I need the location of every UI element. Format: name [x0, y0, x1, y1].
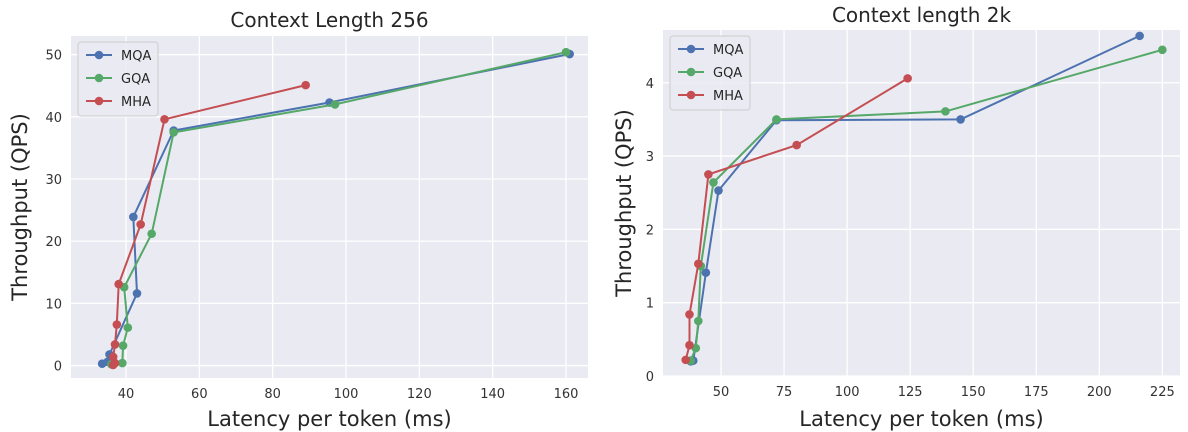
data-point	[108, 352, 118, 362]
data-point	[685, 310, 694, 319]
data-point	[132, 289, 142, 298]
data-point	[903, 74, 912, 83]
data-point	[772, 115, 781, 124]
data-point	[694, 316, 703, 326]
legend-label: MHA	[121, 95, 151, 110]
data-point	[123, 323, 133, 332]
y-tick-label: 4	[646, 77, 654, 92]
chart-2: 50 75 100 125 150 175 200 225 0 1 2 3 4 Context lengt…	[612, 3, 1180, 431]
data-point	[129, 212, 138, 222]
x-axis-label: Latency per token (ms)	[799, 407, 1043, 431]
legend-swatch-marker	[94, 96, 104, 106]
data-point	[956, 115, 965, 124]
data-point	[160, 115, 169, 124]
legend-item-mha: MHA	[86, 95, 151, 110]
y-tick-label: 50	[45, 49, 62, 64]
series-mha	[108, 80, 310, 370]
x-tick-label: 150	[961, 385, 986, 400]
y-tick-label: 3	[646, 150, 654, 165]
x-tick-label: 75	[776, 385, 793, 400]
legend-swatch-marker	[94, 50, 104, 60]
x-tick-label: 175	[1024, 385, 1049, 400]
legend-label: MHA	[713, 89, 743, 104]
data-point	[169, 128, 178, 137]
data-point	[714, 186, 723, 195]
x-axis-label: Latency per token (ms)	[207, 407, 451, 431]
y-tick-label: 20	[45, 235, 62, 250]
data-point	[704, 170, 713, 179]
x-tick-label: 200	[1087, 385, 1112, 400]
data-point	[681, 355, 690, 365]
y-tick-label: 10	[45, 297, 62, 312]
x-tick-label: 125	[898, 385, 923, 400]
data-point	[110, 340, 120, 349]
legend-item-mqa: MQA	[678, 43, 743, 58]
data-point	[330, 100, 340, 109]
data-point	[118, 358, 127, 368]
chart-title: Context Length 256	[230, 8, 428, 32]
data-point	[561, 47, 571, 57]
x-tick-label: 60	[191, 387, 208, 402]
x-tick-label: 160	[554, 387, 579, 402]
y-axis-label: Throughput (QPS)	[8, 113, 32, 302]
x-tick-label: 100	[334, 387, 359, 402]
data-point	[301, 80, 310, 90]
data-point	[147, 229, 156, 239]
legend-item-mqa: MQA	[86, 49, 151, 64]
legend-item-gqa: GQA	[86, 72, 150, 87]
data-point	[709, 178, 718, 187]
series-mha	[681, 74, 912, 365]
y-axis-label: Throughput (QPS)	[612, 109, 636, 298]
legend: MQA GQA MHA	[669, 35, 751, 111]
legend-label: GQA	[121, 72, 150, 87]
y-tick-label: 2	[646, 223, 654, 238]
x-tick-label: 50	[713, 385, 730, 400]
y-tick-label: 0	[54, 360, 62, 375]
legend-swatch-marker	[686, 90, 696, 100]
data-point	[685, 340, 694, 350]
x-tick-label: 100	[835, 385, 860, 400]
series-gqa	[107, 47, 571, 369]
data-point	[694, 259, 703, 269]
data-point	[1135, 31, 1144, 41]
chart-title: Context length 2k	[832, 3, 1012, 27]
legend-label: MQA	[713, 43, 743, 58]
y-tick-label: 1	[646, 297, 654, 312]
data-point	[1158, 45, 1167, 55]
y-tick-label: 30	[45, 173, 62, 188]
data-point	[118, 341, 128, 350]
legend: MQA GQA MHA	[77, 41, 159, 117]
series-line	[689, 48, 1163, 361]
legend-label: GQA	[713, 66, 742, 81]
legend-swatch-marker	[94, 73, 104, 83]
legend-item-mha: MHA	[678, 89, 743, 104]
x-tick-label: 120	[407, 387, 432, 402]
data-point	[941, 107, 950, 116]
x-tick-label: 140	[480, 387, 505, 402]
data-point	[792, 140, 801, 150]
x-tick-label: 225	[1150, 385, 1175, 400]
y-tick-label: 40	[45, 111, 62, 126]
chart-1: 40 60 80 100 120 140 160 0 10 20 30 40 50 Context Len…	[8, 8, 588, 431]
legend-swatch-marker	[686, 67, 696, 77]
y-tick-label: 0	[646, 370, 654, 385]
x-tick-label: 80	[264, 387, 281, 402]
data-point	[136, 220, 145, 229]
legend-swatch-marker	[686, 44, 696, 54]
data-point	[701, 268, 711, 277]
data-point	[114, 279, 123, 289]
x-tick-label: 40	[118, 387, 135, 402]
legend-item-gqa: GQA	[678, 66, 742, 81]
legend-label: MQA	[121, 49, 151, 64]
data-point	[112, 320, 122, 329]
